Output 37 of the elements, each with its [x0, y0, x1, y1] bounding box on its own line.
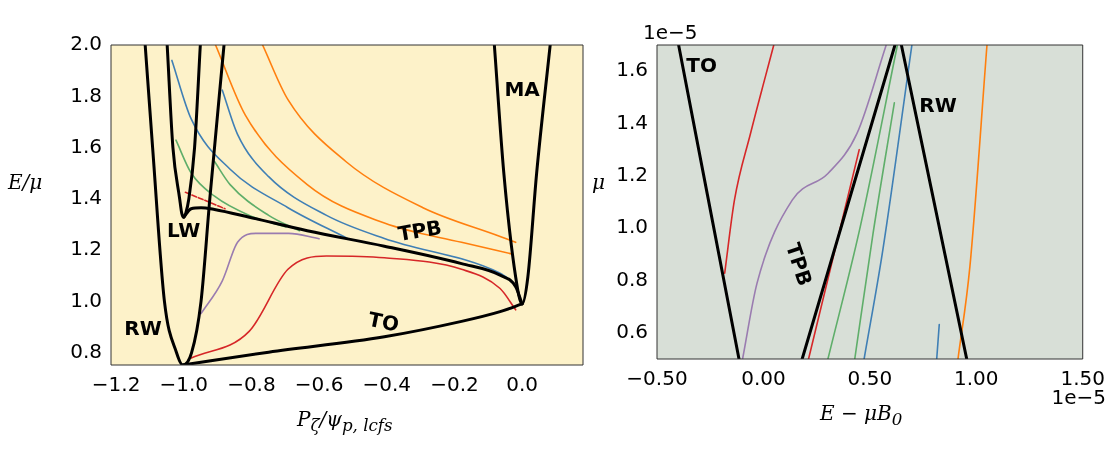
x-tick-label: −1.0	[159, 372, 209, 397]
y-tick-label: 0.6	[616, 319, 648, 344]
y-tick-label: 0.8	[70, 339, 102, 364]
x-tick-label: −0.8	[227, 372, 276, 397]
y-tick-label: 1.0	[616, 214, 648, 239]
x-tick-label: −0.2	[430, 372, 479, 397]
y-tick-label: 1.0	[70, 287, 102, 312]
annotation: RW	[919, 92, 957, 117]
y-tick-label: 1.4	[70, 185, 102, 210]
y-tick-label: 1.4	[616, 109, 648, 134]
y-tick-label: 1.6	[70, 133, 102, 158]
x-tick-label: −0.4	[362, 372, 412, 397]
y-tick-label: 2.0	[70, 31, 102, 56]
y-axis-title: μ	[592, 170, 605, 194]
annotation: TO	[686, 53, 718, 78]
x-tick-label: 0.00	[741, 366, 786, 391]
y-tick-label: 1.8	[70, 82, 102, 107]
x-tick-label: 0.0	[506, 372, 538, 397]
x-tick-label: 1.00	[954, 366, 999, 391]
y-tick-label: 0.8	[616, 266, 648, 291]
annotation: TO	[366, 306, 402, 337]
annotation: MA	[504, 77, 541, 102]
annotation: TPB	[396, 214, 444, 246]
y-tick-label: 1.2	[616, 162, 648, 187]
x-axis-title: E − μB$_{0}$	[820, 401, 903, 429]
x-tick-label: −0.50	[626, 366, 688, 391]
x-axis-title: P$_{ζ}$/ψ$_{p, lcfs}$	[297, 407, 393, 435]
annotation: LW	[167, 218, 201, 243]
x-tick-label: −0.6	[294, 372, 344, 397]
annotation: RW	[124, 316, 162, 340]
y-tick-label: 1.2	[70, 236, 102, 261]
annotation: TPB	[780, 239, 818, 289]
y-axis-title: E/μ	[8, 170, 43, 194]
x-tick-label: −1.2	[91, 372, 141, 397]
y-tick-label: 1.6	[616, 57, 648, 82]
x-tick-label: 0.50	[847, 366, 893, 391]
text: 1e−5	[643, 20, 698, 45]
